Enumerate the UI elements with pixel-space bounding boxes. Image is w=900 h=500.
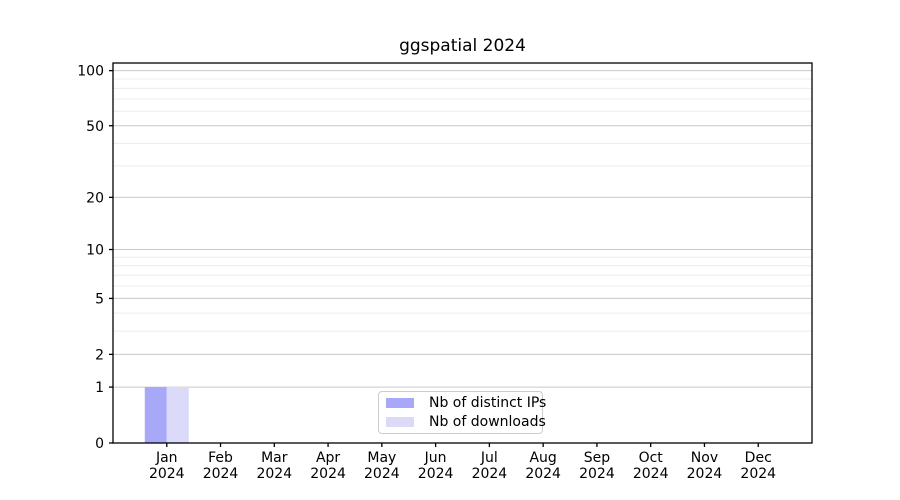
x-tick-label-year: 2024 (740, 466, 776, 482)
x-tick-label-year: 2024 (364, 466, 400, 482)
y-tick-label: 100 (77, 64, 104, 80)
x-tick-label-month: Aug (529, 450, 556, 466)
x-tick-label-year: 2024 (472, 466, 508, 482)
legend-item-distinct-ips: Nb of distinct IPs (379, 394, 546, 412)
x-tick-label-year: 2024 (579, 466, 615, 482)
y-tick-label: 5 (95, 291, 104, 307)
bar-Jan-series1 (166, 387, 189, 443)
plot-spines (112, 62, 813, 444)
x-tick-label-month: Feb (208, 450, 233, 466)
chart-title: ggspatial 2024 (399, 36, 526, 56)
legend: Nb of distinct IPs Nb of downloads (378, 391, 546, 434)
y-tick-label: 1 (95, 380, 104, 396)
y-tick-label: 50 (86, 119, 104, 135)
bar-Jan-series0 (144, 387, 167, 443)
x-tick-label-year: 2024 (149, 466, 185, 482)
x-tick-label-month: Nov (691, 450, 718, 466)
x-tick-label-month: Mar (261, 450, 288, 466)
y-tick-label: 10 (86, 243, 104, 259)
x-tick-label-year: 2024 (310, 466, 346, 482)
legend-label-downloads: Nb of downloads (429, 413, 546, 430)
x-tick-label-month: Jun (424, 450, 447, 466)
x-tick-label-month: Apr (316, 450, 340, 466)
x-tick-label-month: Dec (745, 450, 772, 466)
legend-swatch-downloads-icon (386, 416, 414, 427)
legend-swatch-distinct-ips-icon (386, 398, 414, 409)
x-tick-label-month: Oct (639, 450, 664, 466)
legend-label-distinct-ips: Nb of distinct IPs (429, 395, 547, 412)
x-tick-label-month: Jul (480, 450, 498, 466)
legend-item-downloads: Nb of downloads (379, 413, 546, 431)
x-tick-label-year: 2024 (525, 466, 561, 482)
y-tick-label: 20 (86, 190, 104, 206)
x-tick-label-month: May (367, 450, 396, 466)
x-tick-label-year: 2024 (418, 466, 454, 482)
y-tick-label: 2 (95, 347, 104, 363)
x-tick-label-month: Jan (155, 450, 178, 466)
x-tick-label-year: 2024 (203, 466, 239, 482)
x-tick-label-year: 2024 (633, 466, 669, 482)
x-tick-label-month: Sep (584, 450, 611, 466)
x-tick-label-year: 2024 (687, 466, 723, 482)
y-tick-label: 0 (95, 436, 104, 452)
x-tick-label-year: 2024 (256, 466, 292, 482)
